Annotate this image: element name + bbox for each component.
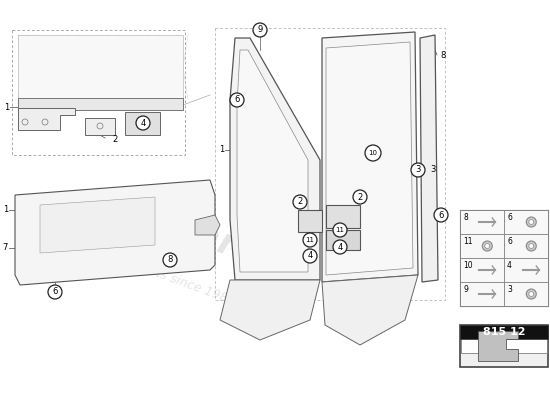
Polygon shape [326, 230, 360, 250]
Text: a passion for parts since 1985: a passion for parts since 1985 [55, 231, 237, 308]
Text: 2: 2 [298, 198, 302, 206]
Polygon shape [125, 112, 160, 135]
Text: 4: 4 [307, 252, 312, 260]
Circle shape [526, 241, 536, 251]
FancyBboxPatch shape [460, 234, 504, 258]
Polygon shape [322, 32, 418, 282]
Text: 8: 8 [440, 50, 446, 60]
FancyBboxPatch shape [460, 325, 548, 339]
Polygon shape [18, 98, 183, 110]
Circle shape [482, 241, 492, 251]
Text: 4: 4 [337, 242, 343, 252]
Text: 11: 11 [336, 227, 344, 233]
Circle shape [303, 249, 317, 263]
Polygon shape [195, 215, 220, 235]
Text: 6: 6 [234, 96, 240, 104]
Text: 815 12: 815 12 [483, 327, 525, 337]
Circle shape [526, 289, 536, 299]
Polygon shape [322, 275, 418, 345]
FancyBboxPatch shape [504, 258, 548, 282]
Polygon shape [18, 108, 75, 130]
Text: 1: 1 [4, 102, 9, 112]
Polygon shape [230, 38, 320, 280]
Circle shape [353, 190, 367, 204]
FancyBboxPatch shape [460, 210, 548, 306]
FancyBboxPatch shape [460, 258, 504, 282]
Circle shape [411, 163, 425, 177]
Circle shape [529, 220, 534, 224]
Text: 3: 3 [430, 166, 436, 174]
Text: 8: 8 [167, 256, 173, 264]
Text: 10: 10 [463, 261, 472, 270]
Text: 1: 1 [219, 146, 224, 154]
Circle shape [253, 23, 267, 37]
Circle shape [434, 208, 448, 222]
Circle shape [333, 240, 347, 254]
Text: 1: 1 [3, 206, 8, 214]
Polygon shape [326, 42, 413, 275]
Circle shape [485, 244, 490, 248]
Text: 4: 4 [140, 118, 146, 128]
Text: 3: 3 [415, 166, 421, 174]
Polygon shape [298, 210, 322, 232]
Polygon shape [326, 205, 360, 228]
FancyBboxPatch shape [504, 282, 548, 306]
Text: 9: 9 [463, 285, 468, 294]
Polygon shape [420, 35, 438, 282]
Text: 6: 6 [438, 210, 444, 220]
FancyBboxPatch shape [504, 234, 548, 258]
Text: 11: 11 [305, 237, 315, 243]
Circle shape [333, 223, 347, 237]
Text: 9: 9 [257, 26, 263, 34]
Circle shape [529, 244, 534, 248]
Text: 2: 2 [358, 192, 362, 202]
FancyBboxPatch shape [504, 210, 548, 234]
FancyBboxPatch shape [460, 210, 504, 234]
Circle shape [48, 285, 62, 299]
Text: 6: 6 [52, 288, 58, 296]
Polygon shape [40, 197, 155, 253]
Text: euroParts: euroParts [80, 177, 278, 277]
Polygon shape [15, 180, 215, 285]
Text: 2: 2 [112, 136, 118, 144]
FancyBboxPatch shape [460, 325, 548, 367]
Circle shape [529, 292, 534, 296]
Circle shape [303, 233, 317, 247]
Circle shape [163, 253, 177, 267]
Text: 4: 4 [507, 261, 512, 270]
Circle shape [230, 93, 244, 107]
Polygon shape [478, 331, 518, 361]
Text: 6: 6 [507, 237, 512, 246]
Circle shape [293, 195, 307, 209]
Text: 11: 11 [463, 237, 472, 246]
Text: 3: 3 [507, 285, 512, 294]
Text: 6: 6 [507, 213, 512, 222]
Circle shape [365, 145, 381, 161]
Polygon shape [237, 50, 308, 272]
Polygon shape [18, 35, 183, 100]
Text: 8: 8 [463, 213, 467, 222]
Circle shape [526, 217, 536, 227]
FancyBboxPatch shape [461, 325, 547, 353]
Text: 7: 7 [3, 244, 8, 252]
Polygon shape [220, 280, 320, 340]
Circle shape [136, 116, 150, 130]
Polygon shape [85, 118, 115, 135]
FancyBboxPatch shape [460, 282, 504, 306]
Text: 10: 10 [368, 150, 377, 156]
